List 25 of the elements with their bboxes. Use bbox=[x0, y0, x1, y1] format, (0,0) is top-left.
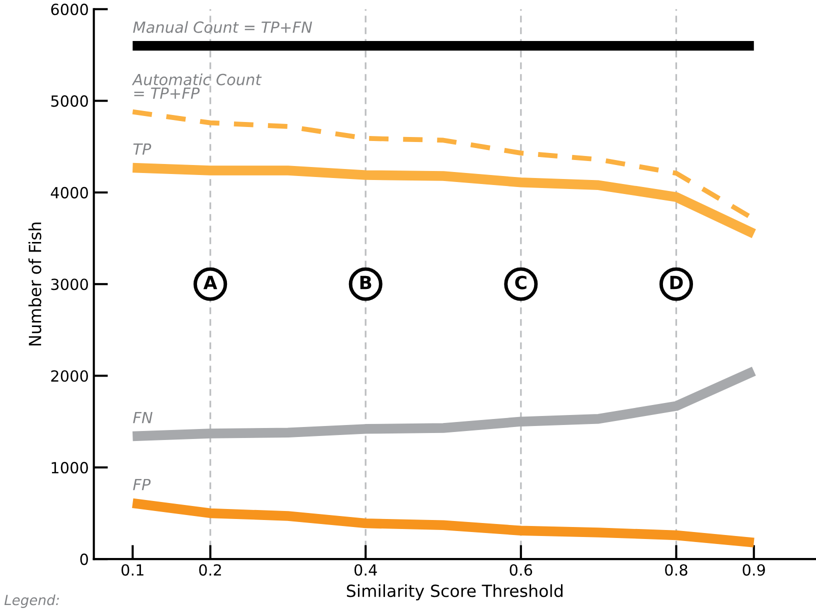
y-tick-label: 6000 bbox=[51, 4, 88, 16]
series-label: TP bbox=[133, 144, 152, 155]
series-label: FP bbox=[133, 478, 151, 490]
series-label: Automatic Count = TP+FP bbox=[132, 74, 262, 99]
x-tick-label: 0.9 bbox=[742, 564, 765, 576]
x-tick-label: 0.1 bbox=[122, 564, 144, 576]
x-tick-label: 0.8 bbox=[665, 564, 688, 576]
series-label: Manual Count = TP+FN bbox=[133, 21, 312, 33]
y-tick-label: 0 bbox=[80, 554, 88, 566]
ref-line-label: D bbox=[670, 276, 683, 290]
ref-line-label: A bbox=[203, 276, 218, 290]
x-tick-label: 0.6 bbox=[510, 564, 532, 576]
x-tick-label: 0.4 bbox=[354, 564, 377, 576]
x-axis-title: Similarity Score Threshold bbox=[346, 584, 563, 600]
y-tick-label: 5000 bbox=[51, 95, 88, 107]
y-tick-label: 3000 bbox=[51, 278, 88, 290]
x-tick-label: 0.2 bbox=[199, 564, 221, 576]
ref-line-label: C bbox=[515, 276, 526, 290]
series-label: FN bbox=[133, 412, 152, 424]
y-axis-title: Number of Fish bbox=[28, 222, 42, 346]
y-tick-label: 1000 bbox=[52, 462, 88, 474]
ref-line-label: B bbox=[360, 276, 372, 290]
y-tick-label: 4000 bbox=[50, 186, 88, 198]
text: Legend: bbox=[4, 594, 59, 608]
y-tick-label: 2000 bbox=[51, 370, 88, 382]
